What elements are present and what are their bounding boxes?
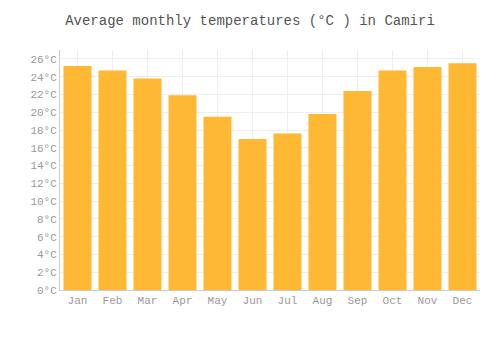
svg-text:Average monthly temperatures (: Average monthly temperatures (°C ) in Ca… xyxy=(65,13,435,29)
svg-text:26°C: 26°C xyxy=(30,54,57,66)
svg-text:0°C: 0°C xyxy=(37,285,57,297)
svg-text:10°C: 10°C xyxy=(30,196,57,208)
svg-text:14°C: 14°C xyxy=(30,160,57,172)
svg-text:2°C: 2°C xyxy=(37,267,57,279)
svg-text:8°C: 8°C xyxy=(37,214,57,226)
svg-text:24°C: 24°C xyxy=(30,72,57,84)
svg-text:Mar: Mar xyxy=(138,295,158,307)
svg-text:May: May xyxy=(208,295,228,307)
svg-text:Aug: Aug xyxy=(313,295,333,307)
svg-text:Sep: Sep xyxy=(348,295,368,307)
svg-text:20°C: 20°C xyxy=(30,107,57,119)
svg-text:Feb: Feb xyxy=(103,295,123,307)
svg-text:Jul: Jul xyxy=(278,295,298,307)
svg-text:Jun: Jun xyxy=(243,295,263,307)
svg-text:16°C: 16°C xyxy=(30,143,57,155)
svg-text:4°C: 4°C xyxy=(37,249,57,261)
svg-text:Dec: Dec xyxy=(453,295,473,307)
svg-text:Jan: Jan xyxy=(68,295,88,307)
svg-text:Apr: Apr xyxy=(173,295,193,307)
svg-text:6°C: 6°C xyxy=(37,232,57,244)
svg-text:22°C: 22°C xyxy=(30,89,57,101)
svg-text:Nov: Nov xyxy=(418,295,438,307)
svg-text:18°C: 18°C xyxy=(30,125,57,137)
svg-text:Oct: Oct xyxy=(383,295,403,307)
svg-text:12°C: 12°C xyxy=(30,178,57,190)
